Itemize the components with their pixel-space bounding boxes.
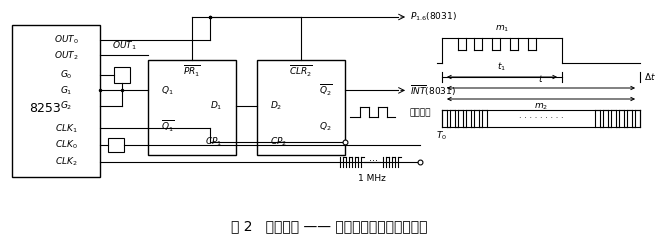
Text: 8253: 8253 <box>30 102 61 115</box>
Bar <box>12 25 100 177</box>
Text: $CLK_0$: $CLK_0$ <box>55 139 78 151</box>
Text: $m_2$: $m_2$ <box>534 102 548 112</box>
Text: $CLK_1$: $CLK_1$ <box>55 122 78 135</box>
Text: 1 MHz: 1 MHz <box>358 174 386 183</box>
Text: $CLK_2$: $CLK_2$ <box>55 156 78 168</box>
Text: 光电脉冲: 光电脉冲 <box>410 108 432 117</box>
Text: $t_1$: $t_1$ <box>497 61 507 73</box>
Text: · · · · · · · · ·: · · · · · · · · · <box>519 114 563 123</box>
Text: $\overline{Q_1}$: $\overline{Q_1}$ <box>161 119 174 134</box>
Bar <box>148 60 236 155</box>
Text: $G_1$: $G_1$ <box>61 84 73 97</box>
Text: $\overline{PR_1}$: $\overline{PR_1}$ <box>183 64 201 79</box>
Text: $CP_1$: $CP_1$ <box>205 135 222 148</box>
Text: $\overline{INT}(8031)$: $\overline{INT}(8031)$ <box>410 83 456 98</box>
Text: $T_0$: $T_0$ <box>436 130 447 143</box>
Text: ···: ··· <box>368 156 378 166</box>
Text: $P_{1.6}(8031)$: $P_{1.6}(8031)$ <box>410 11 457 23</box>
Text: 图 2   测频计数 —— 测周计脉冲法测量原理图: 图 2 测频计数 —— 测周计脉冲法测量原理图 <box>231 219 427 233</box>
Text: $D_2$: $D_2$ <box>270 99 282 112</box>
Text: $G_0$: $G_0$ <box>61 69 73 81</box>
Bar <box>257 60 345 155</box>
Text: $\Delta t$: $\Delta t$ <box>644 72 656 83</box>
Text: $OUT_1$: $OUT_1$ <box>112 40 136 52</box>
Text: $OUT_0$: $OUT_0$ <box>54 34 79 47</box>
Text: $CP_2$: $CP_2$ <box>270 135 288 148</box>
Text: $D_1$: $D_1$ <box>211 99 223 112</box>
Bar <box>114 67 130 83</box>
Text: $OUT_2$: $OUT_2$ <box>54 49 79 62</box>
Text: $Q_1$: $Q_1$ <box>161 84 174 97</box>
Text: $\overline{Q_2}$: $\overline{Q_2}$ <box>319 83 332 98</box>
Text: $G_2$: $G_2$ <box>61 99 73 112</box>
Bar <box>108 138 124 152</box>
Text: $t$: $t$ <box>538 73 544 84</box>
Text: $Q_2$: $Q_2$ <box>319 120 332 133</box>
Text: $\overline{CLR_2}$: $\overline{CLR_2}$ <box>289 64 313 79</box>
Text: $m_1$: $m_1$ <box>495 24 509 34</box>
